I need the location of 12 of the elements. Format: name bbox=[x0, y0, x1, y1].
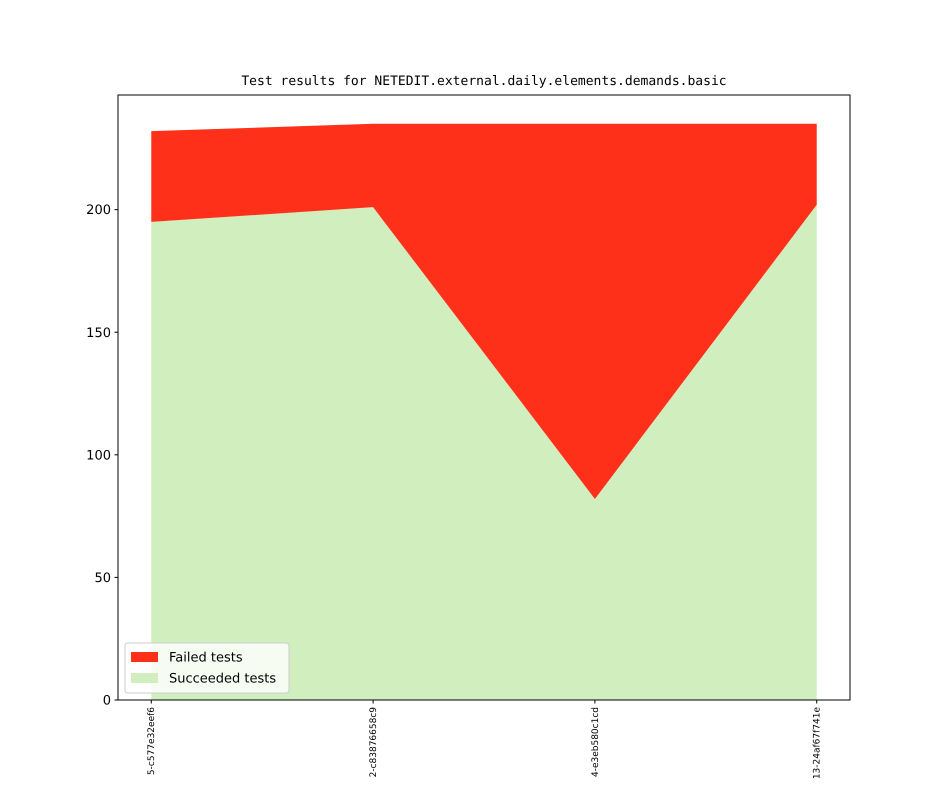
x-tick-label: 5-c577e32eef6 bbox=[147, 706, 158, 776]
y-tick-label: 100 bbox=[86, 448, 111, 464]
y-tick-label: 0 bbox=[102, 694, 111, 709]
x-tick-label: 4-e3eb580c1cd bbox=[590, 707, 601, 778]
y-tick-label: 50 bbox=[94, 570, 111, 586]
chart-title: Test results for NETEDIT.external.daily.elements.demands.basic bbox=[241, 74, 727, 89]
y-tick-label: 150 bbox=[86, 326, 111, 341]
legend-label: Failed tests bbox=[169, 650, 243, 666]
x-tick-label: 13-24af67f741e bbox=[812, 706, 823, 780]
x-tick-label: 2-c83876658c9 bbox=[368, 706, 379, 778]
legend-label: Succeeded tests bbox=[169, 672, 276, 687]
y-tick-label: 200 bbox=[86, 203, 111, 218]
